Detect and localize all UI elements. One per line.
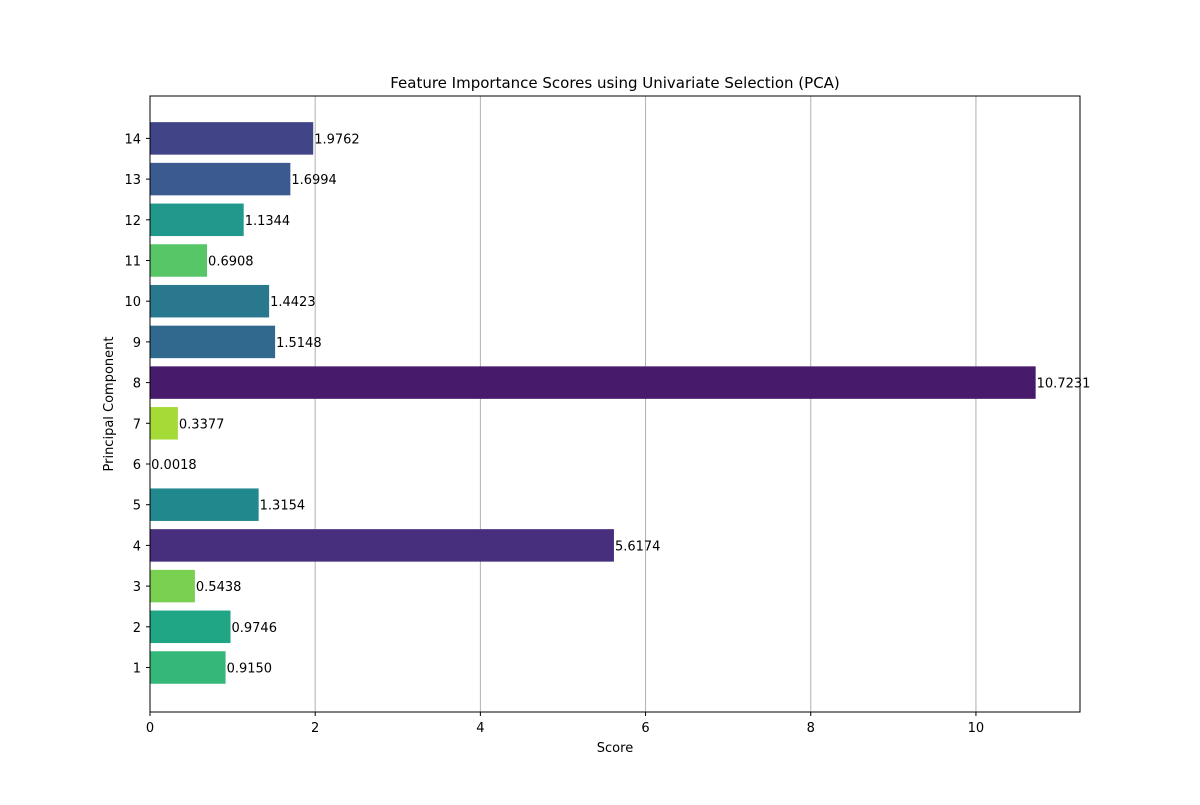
data-label-pc-6: 0.0018 <box>151 458 197 473</box>
y-tick-label: 13 <box>124 173 141 188</box>
bar-pc-8 <box>150 366 1036 399</box>
data-label-pc-12: 1.1344 <box>245 214 291 229</box>
x-tick-label: 0 <box>146 721 154 736</box>
bar-pc-11 <box>150 244 207 277</box>
x-tick-label: 10 <box>968 721 985 736</box>
y-tick-label: 7 <box>133 417 141 432</box>
data-label-pc-13: 1.6994 <box>291 173 337 188</box>
data-label-pc-4: 5.6174 <box>615 539 661 554</box>
data-label-pc-7: 0.3377 <box>179 417 225 432</box>
bar-pc-14 <box>150 122 313 154</box>
y-tick-label: 2 <box>133 621 141 636</box>
y-tick-label: 14 <box>124 132 141 147</box>
data-label-pc-8: 10.7231 <box>1037 377 1091 392</box>
y-tick-label: 1 <box>133 662 141 677</box>
data-label-pc-11: 0.6908 <box>208 255 254 270</box>
bar-pc-2 <box>150 611 230 644</box>
y-tick-label: 5 <box>133 499 141 514</box>
y-tick-label: 8 <box>133 377 141 392</box>
data-labels: 0.9150 0.9746 0.5438 5.6174 1.3154 0.0018 0.33… <box>151 132 1090 676</box>
y-tick-label: 6 <box>133 458 141 473</box>
x-axis-label: Score <box>597 741 633 756</box>
y-tick-label: 12 <box>124 214 141 229</box>
y-tick-label: 10 <box>124 295 141 310</box>
grid-lines <box>315 96 976 712</box>
x-tick-label: 4 <box>476 721 484 736</box>
data-label-pc-14: 1.9762 <box>314 132 360 147</box>
bar-pc-13 <box>150 163 290 196</box>
y-tick-label: 3 <box>133 580 141 595</box>
bar-pc-12 <box>150 204 244 237</box>
y-axis-label: Principal Component <box>102 336 117 471</box>
data-label-pc-1: 0.9150 <box>227 662 272 677</box>
bar-pc-7 <box>150 407 178 440</box>
bar-pc-3 <box>150 570 195 603</box>
chart-title: Feature Importance Scores using Univaria… <box>390 74 840 92</box>
data-label-pc-2: 0.9746 <box>231 621 276 636</box>
x-tick-label: 2 <box>311 721 319 736</box>
y-tick-label: 11 <box>124 255 141 270</box>
data-label-pc-10: 1.4423 <box>270 295 316 310</box>
x-tick-label: 8 <box>807 721 815 736</box>
data-label-pc-3: 0.5438 <box>196 580 242 595</box>
x-axis-ticks: 0 2 4 6 8 10 <box>146 712 984 736</box>
y-tick-label: 9 <box>133 336 141 351</box>
bar-pc-10 <box>150 285 269 318</box>
data-label-pc-9: 1.5148 <box>276 336 322 351</box>
bars <box>150 122 1036 684</box>
bar-pc-9 <box>150 326 275 359</box>
data-label-pc-5: 1.3154 <box>260 499 306 514</box>
bar-pc-5 <box>150 488 259 521</box>
y-tick-label: 4 <box>133 539 141 554</box>
bar-pc-4 <box>150 529 614 562</box>
x-tick-label: 6 <box>641 721 649 736</box>
bar-pc-1 <box>150 651 226 684</box>
